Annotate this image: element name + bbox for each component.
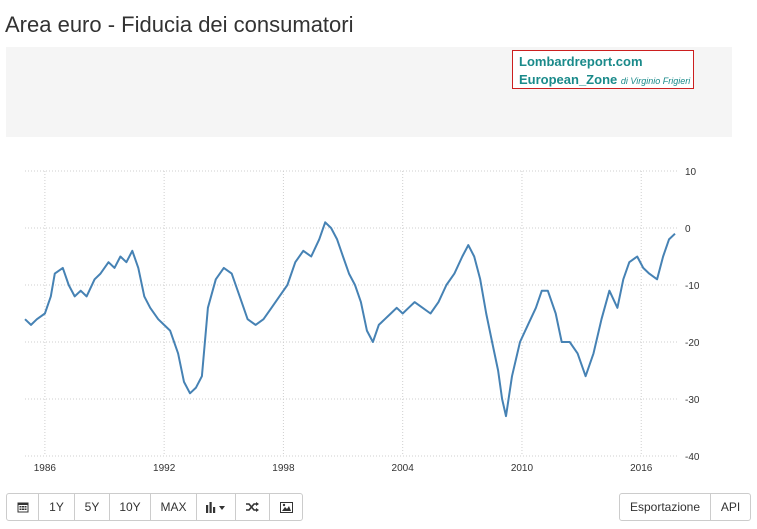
bar-chart-dropdown-icon <box>206 502 225 513</box>
line-chart: 1986 1992 1998 2004 2010 2016 10 0 -10 -20 -30 -40 <box>24 167 700 474</box>
x-tick-label: 1986 <box>34 463 57 474</box>
calendar-icon <box>17 502 28 513</box>
x-tick-label: 2016 <box>630 463 653 474</box>
y-tick-label: 10 <box>685 167 697 178</box>
x-tick-label: 2010 <box>511 463 534 474</box>
page-title: Area euro - Fiducia dei consumatori <box>5 12 354 37</box>
range-1y-button[interactable]: 1Y <box>38 493 75 521</box>
chart-type-dropdown[interactable] <box>196 493 236 521</box>
range-max-button[interactable]: MAX <box>150 493 197 521</box>
y-tick-label: -20 <box>685 338 700 349</box>
series-line <box>24 221 676 418</box>
y-tick-label: -40 <box>685 452 700 463</box>
watermark-box: Lombardreport.com European_Zone di Virgi… <box>512 50 694 89</box>
compare-button[interactable] <box>235 493 270 521</box>
chart-area: 1986 1992 1998 2004 2010 2016 10 0 -10 -20 -30 -40 <box>5 150 751 485</box>
x-tick-label: 2004 <box>392 463 415 474</box>
watermark-section: European_Zone di Virginio Frigieri <box>519 72 690 87</box>
export-image-button[interactable] <box>269 493 303 521</box>
watermark-section-name: European_Zone <box>519 72 618 87</box>
x-tick-label: 1992 <box>153 463 176 474</box>
y-tick-label: -30 <box>685 395 700 406</box>
x-tick-label: 1998 <box>272 463 295 474</box>
chart-toolbar: 1Y 5Y 10Y MAX <box>6 493 303 523</box>
watermark-byline: di Virginio Frigieri <box>620 76 691 86</box>
shuffle-icon <box>246 502 259 512</box>
range-10y-button[interactable]: 10Y <box>109 493 151 521</box>
export-toolbar: Esportazione API <box>619 493 751 523</box>
watermark-site: Lombardreport.com <box>519 54 643 69</box>
range-5y-button[interactable]: 5Y <box>74 493 110 521</box>
api-button[interactable]: API <box>710 493 751 521</box>
y-tick-label: -10 <box>685 281 700 292</box>
y-tick-label: 0 <box>685 224 691 235</box>
calendar-button[interactable] <box>6 493 39 521</box>
image-icon <box>279 501 293 513</box>
export-button[interactable]: Esportazione <box>619 493 711 521</box>
